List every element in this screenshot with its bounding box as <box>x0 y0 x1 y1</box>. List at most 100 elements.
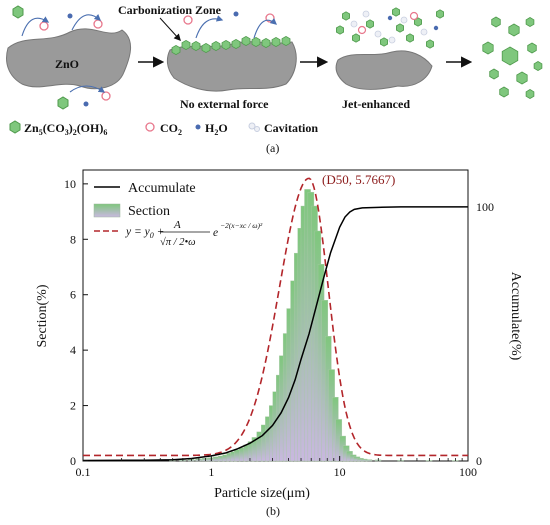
legend-fit-formula-exp: e <box>213 227 218 239</box>
zn-hexagon-icon <box>425 39 435 49</box>
y-tick-label: 8 <box>70 232 76 246</box>
co2-bubble-icon <box>357 25 367 35</box>
y-right-tick-label: 0 <box>476 454 482 468</box>
zn-hexagon-icon <box>489 68 499 80</box>
zn-hexagon-icon <box>341 11 351 21</box>
y-tick-label: 10 <box>64 177 76 191</box>
legend-fit-formula-power: −2(x−xc / ω)² <box>220 221 263 230</box>
zno-label: ZnO <box>55 57 79 71</box>
zn-hexagon-icon <box>261 37 271 49</box>
cavitation-bubble-icon <box>350 20 358 28</box>
legend-co2: CO2 <box>160 121 182 137</box>
y-axis-label: Section(%) <box>35 284 50 347</box>
panel-a-legend: Zn5(CO3)2(OH)6 CO2 H2O Cavitation <box>9 120 318 137</box>
zn-hexagon-icon <box>365 19 375 29</box>
y-tick-label: 2 <box>70 399 76 413</box>
carbonization-pointer <box>159 17 181 42</box>
zn-hexagon-icon <box>12 5 24 19</box>
co2-bubble-icon <box>101 91 111 101</box>
zn-hexagon-icon <box>231 38 241 50</box>
zno-particle <box>335 50 433 90</box>
legend-fit-formula: y = y0 + <box>125 226 164 240</box>
cavitation-bubble-icon <box>362 10 370 18</box>
flow-arrow <box>71 14 101 31</box>
y-tick-label: 0 <box>70 454 76 468</box>
x-axis-ticks: 0.1 1 10 100 <box>76 456 477 479</box>
legend-h2o: H2O <box>205 121 228 137</box>
x-tick-label: 0.1 <box>76 465 91 479</box>
zn-hexagon-icon <box>482 41 494 55</box>
section-bar <box>365 459 373 462</box>
zn-hexagon-icon <box>499 86 509 98</box>
cavitation-bubble-icon <box>400 16 408 24</box>
zn-hexagon-icon <box>9 120 21 134</box>
cavitation-bubble-icon <box>388 36 396 44</box>
zn-hexagon-icon <box>241 35 251 47</box>
y-tick-label: 4 <box>70 343 76 357</box>
product-hexagons <box>482 16 543 99</box>
zn-hexagon-icon <box>491 16 501 28</box>
legend-fit-formula-den: √π / 2•ω <box>160 236 196 248</box>
panel-b-caption: (b) <box>266 504 280 518</box>
y-right-axis-label: Accumulate(%) <box>508 272 523 361</box>
legend-section-label: Section <box>128 204 170 219</box>
chart-legend: Accumulate Section y = y0 + A √π / 2•ω e… <box>93 181 263 248</box>
zn-hexagon-icon <box>379 37 389 47</box>
x-tick-label: 1 <box>208 465 214 479</box>
flow-arrow <box>253 18 278 39</box>
y-right-axis-ticks: 0 100 <box>463 200 494 468</box>
legend-accumulate-label: Accumulate <box>128 181 196 196</box>
zn-hexagon-icon <box>527 42 537 54</box>
co2-bubble-icon <box>183 15 193 25</box>
zn-hexagon-icon <box>501 46 519 66</box>
cavitation-bubble-icon <box>374 30 382 38</box>
y-axis-ticks: 0 2 4 6 8 10 <box>64 177 88 468</box>
flow-arrow <box>21 16 50 37</box>
accumulate-curve <box>82 206 468 462</box>
zn-hexagon-icon <box>516 71 528 85</box>
y-tick-label: 6 <box>70 288 76 302</box>
co2-bubble-icon <box>93 19 103 29</box>
d50-annotation: (D50, 5.7667) <box>322 172 395 187</box>
legend-section-swatch <box>93 203 121 218</box>
h2o-icon <box>387 15 393 21</box>
zn-hexagon-icon <box>221 39 231 51</box>
zn-hexagon-icon <box>508 23 520 37</box>
zn-hexagon-icon <box>351 33 361 43</box>
jet-enhanced-cloud <box>335 7 445 49</box>
carbonization-layer <box>171 35 291 56</box>
h2o-icon <box>67 13 73 19</box>
zn-hexagon-icon <box>57 96 69 110</box>
flow-arrow <box>69 85 106 93</box>
zn-hexagon-icon <box>251 36 261 48</box>
panel-a-schematic: ZnO Carbonization Zone No external force… <box>6 3 543 155</box>
h2o-icon <box>233 11 239 17</box>
h2o-legend-icon <box>195 124 201 130</box>
zn-hexagon-icon <box>391 7 401 17</box>
zn-hexagon-icon <box>435 9 445 19</box>
stage2-label: No external force <box>180 97 269 111</box>
zn-hexagon-icon <box>525 17 535 27</box>
h2o-icon <box>83 101 89 107</box>
h2o-icon <box>433 25 439 31</box>
stage3-label: Jet-enhanced <box>342 97 410 111</box>
legend-zn-formula: Zn5(CO3)2(OH)6 <box>24 121 107 137</box>
x-tick-label: 10 <box>334 465 346 479</box>
zn-hexagon-icon <box>211 40 221 52</box>
cavitation-legend-icon <box>248 122 260 132</box>
zn-hexagon-icon <box>525 89 535 99</box>
y-right-tick-label: 100 <box>476 200 494 214</box>
flow-arrow <box>195 15 224 39</box>
zn-hexagon-icon <box>405 33 415 43</box>
legend-cavitation: Cavitation <box>264 121 318 135</box>
zno-particle <box>6 28 131 90</box>
panel-a-caption: (a) <box>266 141 279 155</box>
zn-hexagon-icon <box>171 44 181 56</box>
zn-hexagon-icon <box>281 35 291 47</box>
cavitation-bubble-icon <box>420 28 428 36</box>
zn-hexagon-icon <box>181 39 191 51</box>
carbonization-zone-label: Carbonization Zone <box>118 3 222 17</box>
co2-bubble-icon <box>409 11 419 21</box>
